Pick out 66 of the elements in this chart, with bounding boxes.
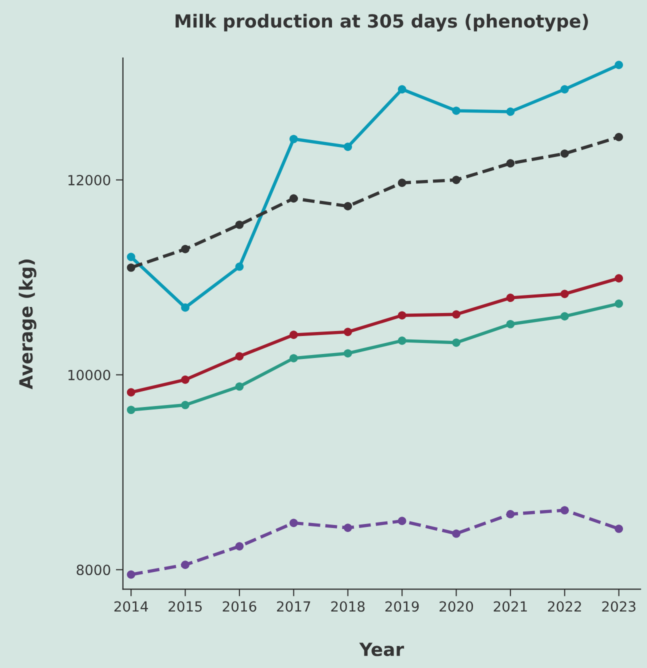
point bbox=[289, 134, 298, 144]
point bbox=[398, 336, 406, 345]
point bbox=[506, 108, 515, 116]
x-tick-label: 2016 bbox=[222, 601, 256, 612]
point bbox=[452, 338, 460, 347]
y-tick-label: 8000 bbox=[76, 564, 110, 576]
y-tick-label: 10000 bbox=[68, 370, 110, 380]
point bbox=[398, 85, 406, 94]
point bbox=[289, 194, 298, 203]
x-tick-label: 2014 bbox=[114, 601, 148, 612]
y-axis-title: Average (kg) bbox=[18, 260, 36, 390]
point bbox=[181, 560, 190, 569]
x-tick-label: 2018 bbox=[331, 601, 365, 612]
point bbox=[126, 252, 136, 262]
point bbox=[398, 178, 406, 188]
point bbox=[506, 320, 515, 328]
point bbox=[235, 542, 244, 550]
x-tick-label: 2017 bbox=[277, 601, 310, 612]
x-tick-label: 2015 bbox=[168, 601, 202, 612]
point bbox=[235, 262, 244, 271]
point bbox=[452, 106, 460, 115]
x-axis-title: Year bbox=[359, 642, 404, 656]
point bbox=[289, 330, 298, 340]
chart-title: Milk production at 305 days (phenotype) bbox=[176, 14, 588, 32]
point bbox=[235, 352, 244, 360]
point bbox=[614, 60, 624, 70]
point bbox=[344, 202, 352, 210]
point bbox=[181, 244, 190, 254]
point bbox=[289, 518, 298, 528]
point bbox=[560, 506, 569, 514]
point bbox=[235, 220, 244, 229]
x-tick-label: 2022 bbox=[548, 601, 581, 612]
point bbox=[506, 159, 515, 168]
x-tick-label: 2021 bbox=[494, 601, 527, 612]
point bbox=[506, 294, 515, 302]
point bbox=[398, 311, 406, 320]
point bbox=[614, 524, 624, 533]
point bbox=[560, 312, 569, 321]
point bbox=[126, 388, 136, 397]
point bbox=[452, 310, 460, 319]
point bbox=[235, 382, 244, 391]
x-tick-label: 2019 bbox=[385, 601, 419, 612]
point bbox=[614, 300, 624, 308]
point bbox=[344, 349, 352, 358]
point bbox=[344, 142, 352, 151]
y-tick-label: 12000 bbox=[68, 174, 110, 186]
point bbox=[181, 400, 190, 410]
point bbox=[398, 516, 406, 526]
point bbox=[126, 570, 136, 579]
point bbox=[344, 328, 352, 336]
point bbox=[560, 85, 569, 94]
point bbox=[126, 406, 136, 414]
point bbox=[452, 529, 460, 538]
point bbox=[181, 376, 190, 384]
x-tick-label: 2020 bbox=[440, 601, 474, 612]
point bbox=[452, 176, 460, 184]
point bbox=[614, 274, 624, 282]
point bbox=[344, 524, 352, 532]
point bbox=[506, 510, 515, 518]
point bbox=[181, 303, 190, 312]
point bbox=[560, 149, 569, 158]
point bbox=[126, 263, 136, 272]
point bbox=[289, 354, 298, 362]
point bbox=[560, 290, 569, 298]
point bbox=[614, 132, 624, 142]
x-tick-label: 2023 bbox=[602, 601, 636, 612]
